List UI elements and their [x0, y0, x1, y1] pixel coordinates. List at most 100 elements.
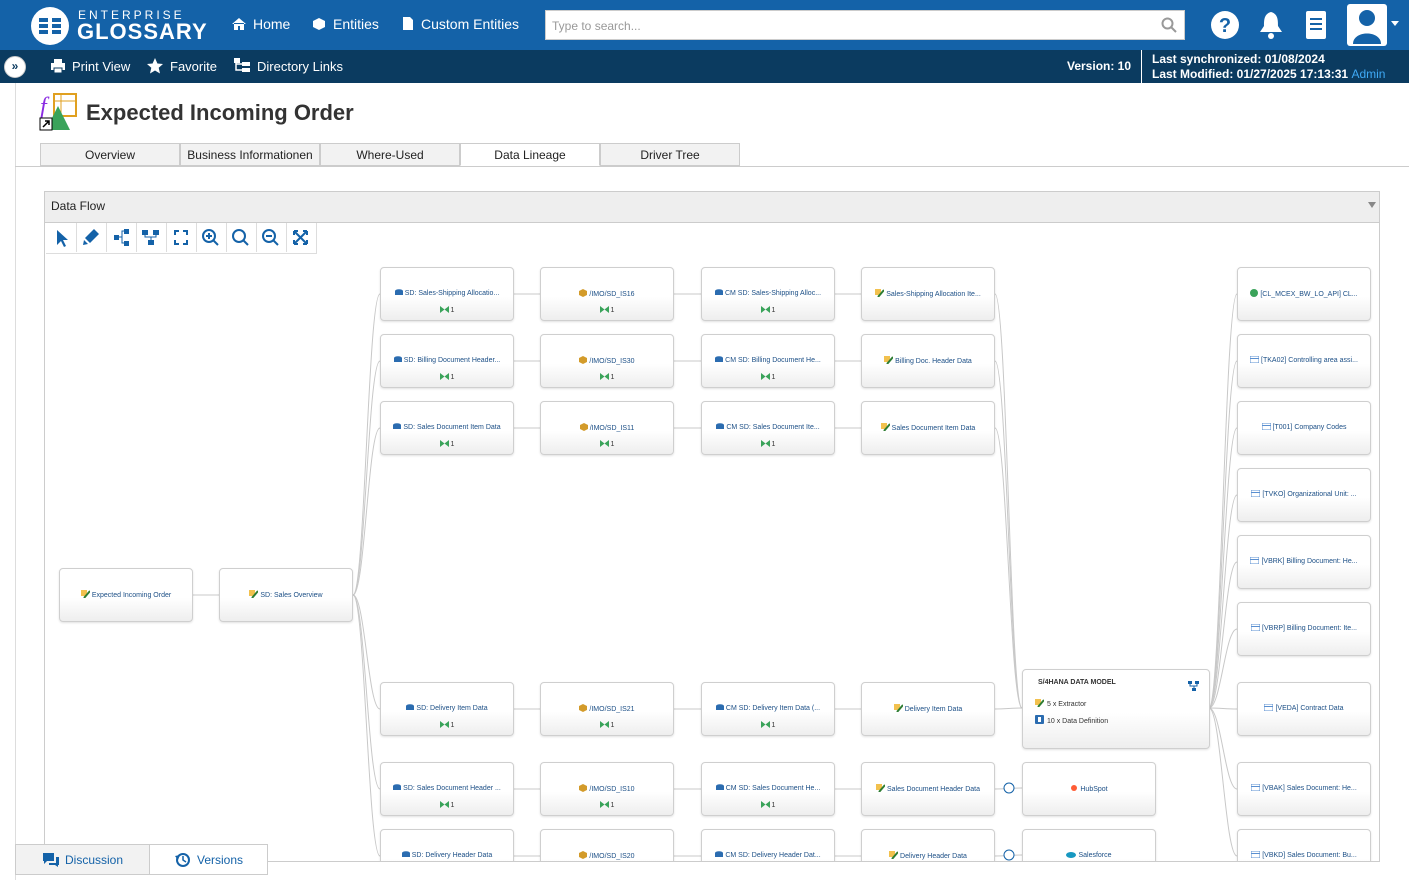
search-box[interactable]: Type to search...	[545, 10, 1185, 40]
node[interactable]: Sales Document Header Data	[861, 762, 995, 816]
node[interactable]: SD: Sales-Shipping Allocatio... 1	[380, 267, 514, 321]
edge	[352, 594, 381, 710]
star-icon	[147, 58, 163, 74]
panel-header: Data Flow	[45, 192, 1379, 223]
node-count-text: 1	[450, 802, 455, 809]
user-caret[interactable]	[1390, 20, 1400, 28]
tool-highlight[interactable]	[76, 223, 107, 252]
tool-zoom[interactable]	[226, 223, 257, 252]
search-placeholder: Type to search...	[552, 19, 641, 33]
diagram-tools	[46, 223, 317, 254]
tab[interactable]: Driver Tree	[600, 143, 740, 166]
user-link[interactable]: Admin	[1351, 67, 1386, 81]
node[interactable]: [TKA02] Controlling area assi...	[1237, 334, 1371, 388]
svg-text:f: f	[40, 94, 50, 120]
node[interactable]: Delivery Item Data	[861, 682, 995, 736]
nav-link[interactable]: Home	[253, 16, 291, 32]
node[interactable]: CM SD: Sales Document He... 1	[701, 762, 835, 816]
link-badge	[1003, 849, 1015, 861]
action-link[interactable]: Favorite	[170, 59, 217, 74]
bell-icon[interactable]	[1257, 10, 1285, 40]
node-label: [VBKD] Sales Document: Bu...	[1238, 851, 1370, 859]
node-count: 1	[541, 721, 673, 729]
svg-text:?: ?	[1219, 15, 1231, 37]
node-count: 1	[541, 306, 673, 314]
user-avatar[interactable]	[1347, 4, 1387, 46]
tool-horizontal-layout[interactable]	[106, 223, 137, 252]
node-label-text: /IMO/SD_IS20	[589, 853, 635, 860]
node[interactable]: CM SD: Delivery Item Data (... 1	[701, 682, 835, 736]
node[interactable]: /IMO/SD_IS10 1	[540, 762, 674, 816]
node[interactable]: /IMO/SD_IS201	[540, 829, 674, 861]
node[interactable]: Expected Incoming Order	[59, 568, 193, 622]
nav-link[interactable]: Custom Entities	[421, 16, 520, 32]
node[interactable]: [VBRP] Billing Document: Ite...	[1237, 602, 1371, 656]
model-node[interactable]: S/4HANA DATA MODEL 5 x Extractor 10 x Data…	[1022, 669, 1210, 749]
last-modified-text: Last Modified: 01/27/2025 17:13:31	[1152, 67, 1349, 81]
edges	[192, 293, 1238, 861]
tool-fit[interactable]	[166, 223, 197, 252]
tool-expand[interactable]	[286, 223, 317, 252]
tab[interactable]: Business Informationen	[180, 143, 320, 166]
node-label-text: Delivery Header Data	[900, 853, 967, 860]
node-label-text: Sales-Shipping Allocation Ite...	[886, 291, 981, 298]
node[interactable]: SD: Sales Document Item Data 1	[380, 401, 514, 455]
node[interactable]: CM SD: Sales-Shipping Alloc... 1	[701, 267, 835, 321]
node-count-text: 1	[610, 802, 615, 809]
node[interactable]: [TVKO] Organizational Unit: ...	[1237, 468, 1371, 522]
node[interactable]: /IMO/SD_IS11 1	[540, 401, 674, 455]
node[interactable]: SD: Sales Overview	[219, 568, 353, 622]
node-count-text: 1	[771, 802, 776, 809]
brand-top: ENTERPRISE	[78, 8, 185, 22]
node[interactable]: Sales Document Item Data	[861, 401, 995, 455]
node[interactable]: [T001] Company Codes	[1237, 401, 1371, 455]
tool-select[interactable]	[46, 223, 77, 252]
node-count: 1	[702, 801, 834, 809]
node[interactable]: SD: Delivery Item Data 1	[380, 682, 514, 736]
tab[interactable]: Where-Used	[320, 143, 460, 166]
nav-link[interactable]: Entities	[333, 16, 379, 32]
tool-zoom-out[interactable]	[256, 223, 287, 252]
node-count: 1	[381, 801, 513, 809]
node[interactable]: /IMO/SD_IS30 1	[540, 334, 674, 388]
tab[interactable]: Data Lineage	[460, 143, 600, 166]
node[interactable]: CM SD: Delivery Header Dat...1	[701, 829, 835, 861]
sidebar-toggle[interactable]: »	[4, 56, 26, 78]
panel-collapse[interactable]	[1367, 200, 1377, 210]
node[interactable]: CM SD: Billing Document He... 1	[701, 334, 835, 388]
tool-zoom-in[interactable]	[196, 223, 227, 252]
node[interactable]: SD: Billing Document Header... 1	[380, 334, 514, 388]
action-link[interactable]: Print View	[72, 59, 131, 74]
node[interactable]: /IMO/SD_IS16 1	[540, 267, 674, 321]
node[interactable]: [VBKD] Sales Document: Bu...	[1237, 829, 1371, 861]
node-label: Salesforce	[1023, 851, 1155, 859]
node-label: SD: Sales Document Item Data	[381, 423, 513, 431]
action-link[interactable]: Directory Links	[257, 59, 343, 74]
node[interactable]: [CL_MCEX_BW_LO_API] CL...	[1237, 267, 1371, 321]
node[interactable]: /IMO/SD_IS21 1	[540, 682, 674, 736]
node-label: [CL_MCEX_BW_LO_API] CL...	[1238, 289, 1370, 298]
node[interactable]: SD: Sales Document Header ... 1	[380, 762, 514, 816]
node[interactable]: Sales-Shipping Allocation Ite...	[861, 267, 995, 321]
node[interactable]: [VEDA] Contract Data	[1237, 682, 1371, 736]
book-icon[interactable]	[1304, 10, 1328, 40]
last-synchronized: Last synchronized: 01/08/2024	[1152, 52, 1325, 66]
node[interactable]: Delivery Header Data	[861, 829, 995, 861]
node[interactable]: [VBRK] Billing Document: He...	[1237, 535, 1371, 589]
node-label-text: CM SD: Sales Document Ite...	[726, 424, 820, 431]
tab[interactable]: Overview	[40, 143, 180, 166]
panel-title: Data Flow	[51, 199, 106, 213]
node[interactable]: [VBAK] Sales Document: He...	[1237, 762, 1371, 816]
footer-tab[interactable]: Discussion	[16, 845, 150, 874]
help-icon[interactable]: ?	[1210, 10, 1240, 40]
node[interactable]: Salesforce	[1022, 829, 1156, 861]
node-count: 1	[541, 801, 673, 809]
footer-tab[interactable]: Versions	[150, 845, 267, 874]
node[interactable]: Billing Doc. Header Data	[861, 334, 995, 388]
tool-vertical-layout[interactable]	[136, 223, 167, 252]
node-count-text: 1	[610, 441, 615, 448]
node-label: Expected Incoming Order	[60, 590, 192, 599]
node[interactable]: CM SD: Sales Document Ite... 1	[701, 401, 835, 455]
node[interactable]: HubSpot	[1022, 762, 1156, 816]
